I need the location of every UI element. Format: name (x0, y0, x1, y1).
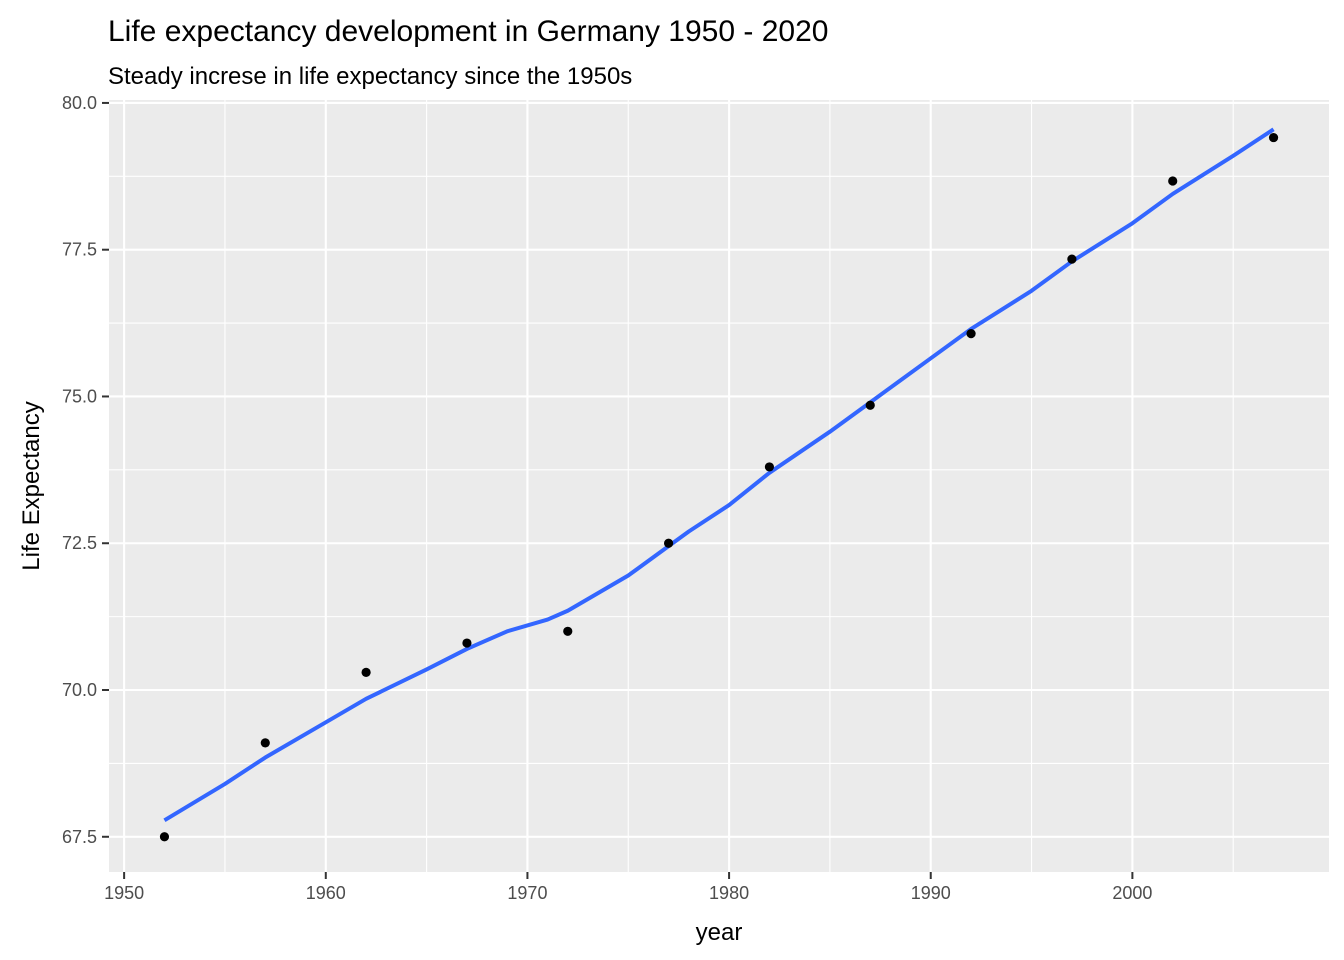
major-gridlines (109, 100, 1329, 872)
data-point (563, 626, 573, 636)
y-tick-label: 75.0 (62, 386, 97, 406)
y-tick-label: 77.5 (62, 240, 97, 260)
chart-title: Life expectancy development in Germany 1… (108, 15, 828, 48)
y-tick-label: 67.5 (62, 827, 97, 847)
chart-subtitle: Steady increse in life expectancy since … (108, 63, 632, 90)
x-tick-label: 2000 (1112, 883, 1152, 903)
y-tick-label: 70.0 (62, 680, 97, 700)
x-tick-label: 1970 (507, 883, 547, 903)
x-tick-label: 1960 (306, 883, 346, 903)
data-point (1268, 132, 1279, 143)
x-tick-label: 1950 (104, 883, 144, 903)
x-tick-label: 1980 (709, 883, 749, 903)
data-point (159, 832, 170, 842)
x-tick-label: 1990 (911, 883, 951, 903)
x-axis: 1950 1960 1970 1980 1990 2000 (104, 872, 1152, 903)
minor-gridlines (109, 100, 1329, 872)
y-axis: 67.5 70.0 72.5 75.0 77.5 80.0 (62, 93, 109, 847)
data-point (1168, 176, 1178, 186)
data-point (865, 400, 875, 410)
x-axis-title: year (696, 919, 743, 946)
data-point (764, 462, 775, 472)
data-points (159, 132, 1279, 842)
y-axis-title: Life Expectancy (18, 401, 45, 570)
data-point (260, 738, 270, 748)
y-tick-label: 80.0 (62, 93, 97, 113)
y-tick-label: 72.5 (62, 533, 97, 553)
data-point (361, 667, 371, 677)
data-point (1067, 254, 1077, 264)
data-point (462, 638, 472, 648)
data-point (966, 329, 976, 339)
data-point (663, 538, 674, 548)
